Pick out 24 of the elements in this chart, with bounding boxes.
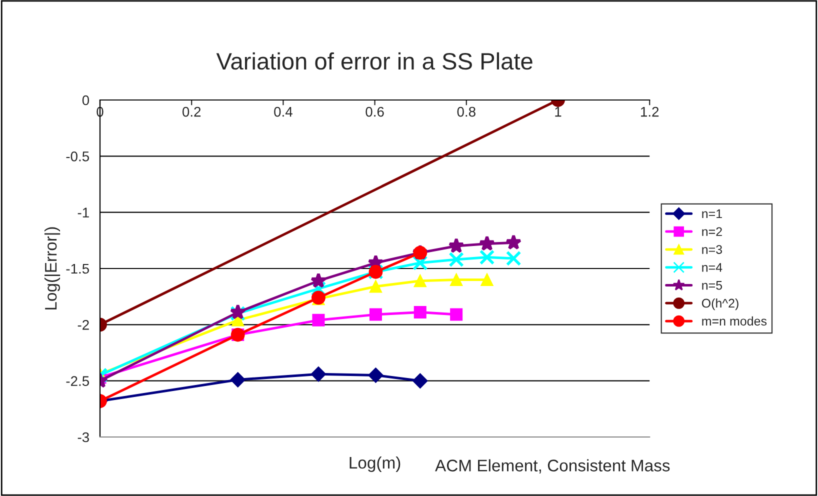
y-tick-label: -2.5	[66, 376, 90, 386]
x-tick-label: 0.2	[182, 106, 201, 117]
x-tick-label: 1.2	[641, 106, 659, 117]
y-tick-label: -3	[78, 432, 89, 442]
y-tick-label: -1.5	[66, 264, 90, 274]
y-tick-label: 0	[82, 95, 90, 106]
legend-label: m=n modes	[702, 316, 767, 326]
legend-label: n=1	[702, 209, 722, 218]
y-tick-label: -1	[78, 208, 89, 218]
y-axis-title: Log(|Error|)	[44, 227, 60, 310]
text: ACM Element, Consistent Mass	[435, 459, 670, 474]
legend-label: O(h^2)	[702, 298, 738, 310]
x-tick-label: 0.4	[274, 106, 292, 117]
legend-label: n=2	[702, 227, 722, 236]
legend-label: n=5	[702, 281, 722, 290]
chart-title: Variation of error in a SS Plate	[216, 52, 532, 70]
x-tick-label: 1	[555, 107, 562, 117]
legend-label: n=3	[702, 245, 722, 254]
y-tick-label: -0.5	[66, 152, 90, 162]
y-tick-label: -2	[78, 320, 89, 330]
x-tick-label: 0.6	[366, 106, 384, 117]
x-axis-title: Log(m)	[350, 456, 400, 472]
x-tick-label: 0.8	[457, 106, 476, 117]
legend-label: n=4	[702, 263, 722, 272]
